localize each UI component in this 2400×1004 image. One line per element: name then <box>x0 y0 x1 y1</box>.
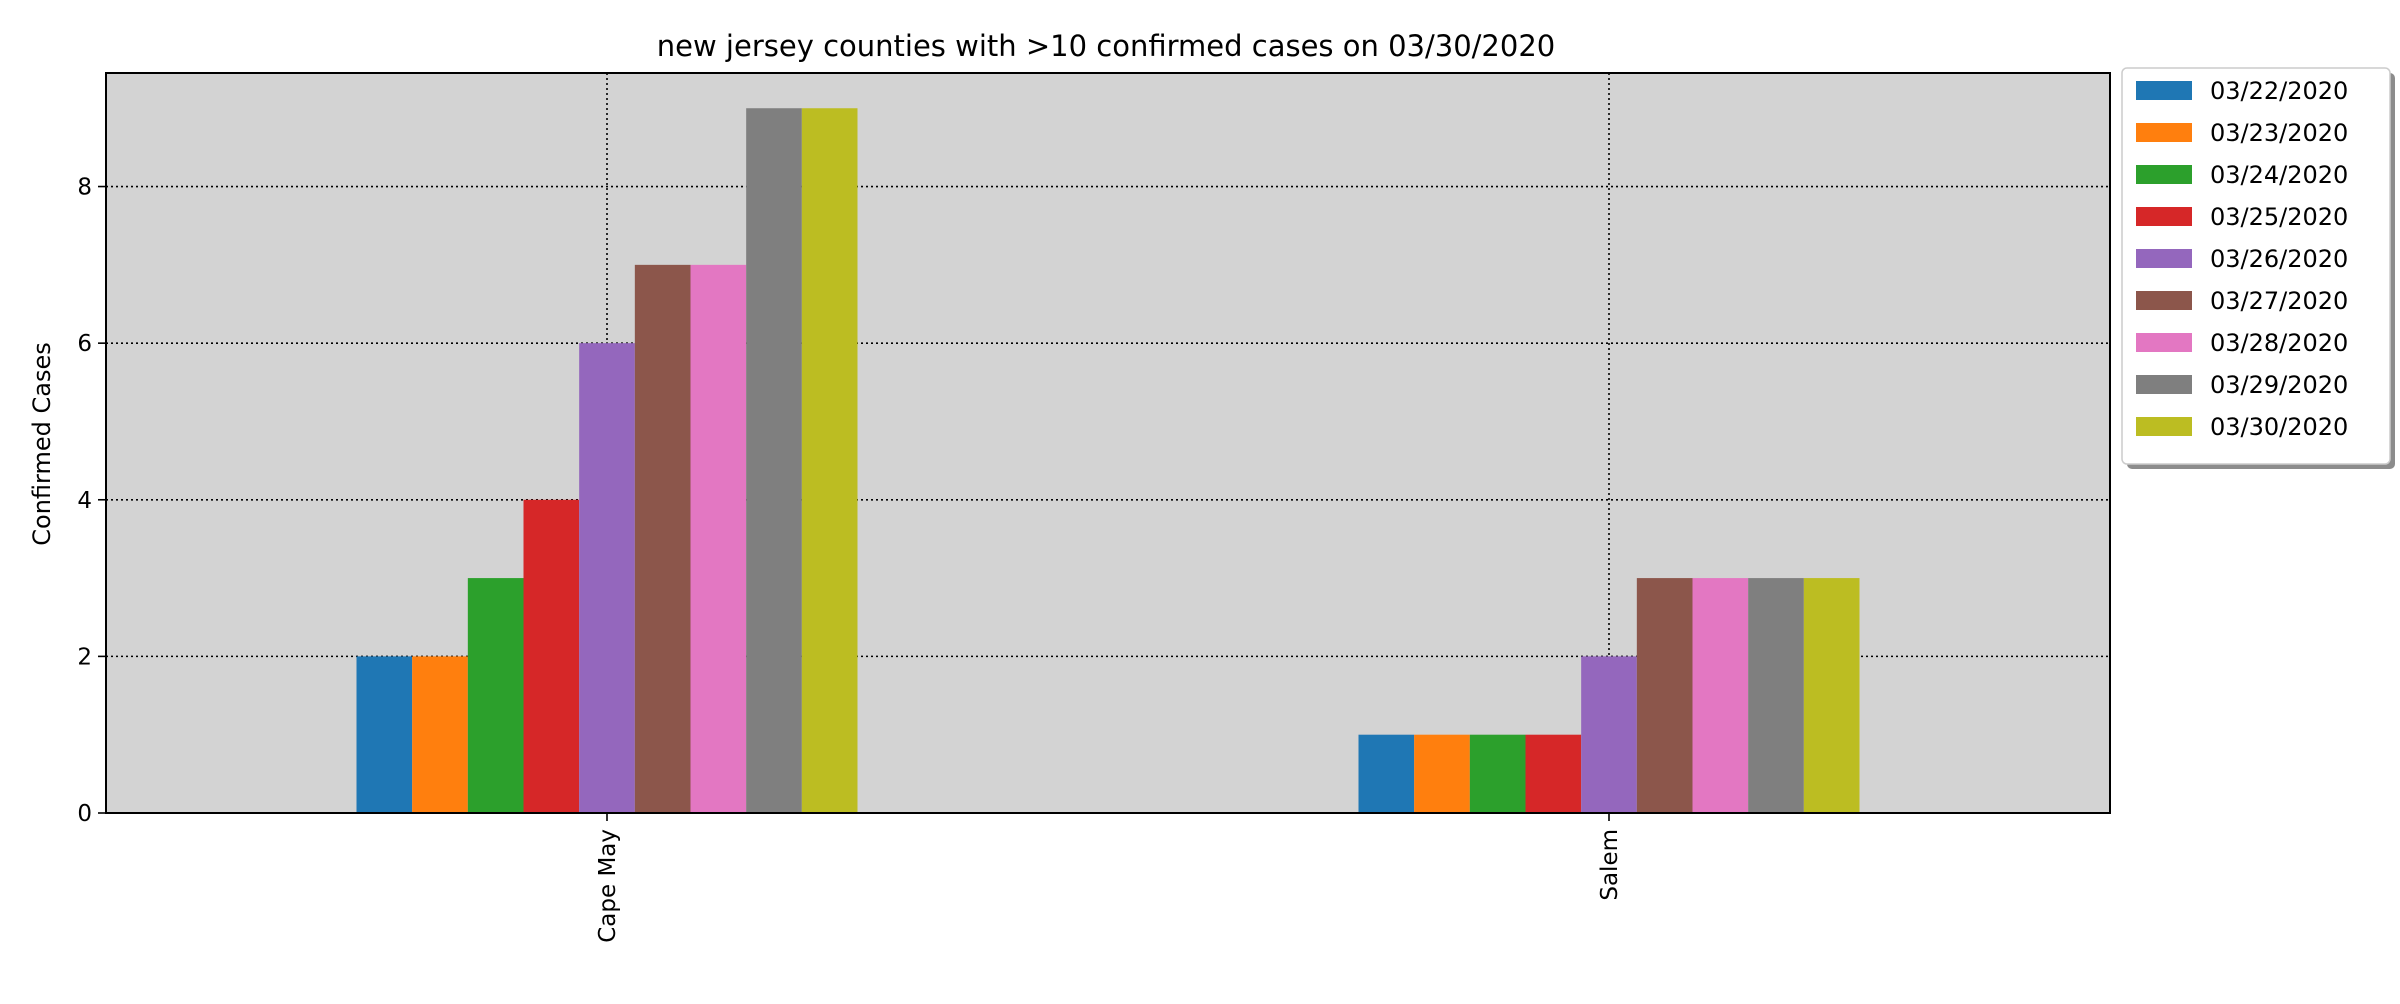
legend-swatch <box>2136 165 2192 184</box>
bar <box>1748 578 1804 813</box>
legend-label: 03/28/2020 <box>2210 329 2348 357</box>
legend-swatch <box>2136 81 2192 100</box>
bar <box>1358 734 1415 813</box>
y-tick-label: 0 <box>77 801 92 827</box>
legend-swatch <box>2136 333 2192 352</box>
y-tick-label: 4 <box>77 488 92 514</box>
legend-label: 03/22/2020 <box>2210 77 2348 105</box>
legend-swatch <box>2136 291 2192 310</box>
bar <box>356 656 413 813</box>
legend-swatch <box>2136 375 2192 394</box>
legend-label: 03/27/2020 <box>2210 287 2348 315</box>
y-tick-label: 2 <box>77 644 92 670</box>
y-tick-label: 8 <box>77 175 92 201</box>
bar <box>1803 578 1860 813</box>
legend-swatch <box>2136 417 2192 436</box>
x-tick-label: Cape May <box>595 829 621 943</box>
y-axis-label: Confirmed Cases <box>28 342 56 545</box>
legend-swatch <box>2136 207 2192 226</box>
bar <box>634 264 691 814</box>
legend-swatch <box>2136 249 2192 268</box>
bar <box>1469 734 1526 813</box>
y-tick-label: 6 <box>77 331 92 357</box>
bar <box>1525 734 1582 813</box>
plot-frame <box>105 72 2111 814</box>
bar <box>523 499 580 813</box>
legend: 03/22/2020 03/23/2020 03/24/2020 03/25/2020… <box>2121 67 2395 469</box>
legend-label: 03/23/2020 <box>2210 119 2348 147</box>
plot-area: 0 2 4 6 8 Cape May Salem <box>77 72 2111 943</box>
bar <box>1636 578 1693 813</box>
bar <box>579 343 635 813</box>
bar <box>1692 578 1749 813</box>
bar <box>690 264 747 814</box>
bar <box>467 578 524 813</box>
legend-label: 03/30/2020 <box>2210 413 2348 441</box>
bar <box>1414 734 1470 813</box>
chart-title: new jersey counties with >10 confirmed c… <box>657 29 1555 63</box>
legend-label: 03/24/2020 <box>2210 161 2348 189</box>
bar <box>746 108 802 813</box>
legend-label: 03/26/2020 <box>2210 245 2348 273</box>
legend-swatch <box>2136 123 2192 142</box>
x-tick-label: Salem <box>1597 829 1623 901</box>
bar <box>801 108 858 813</box>
legend-label: 03/29/2020 <box>2210 371 2348 399</box>
bar <box>1581 656 1637 813</box>
bar <box>412 656 468 813</box>
legend-label: 03/25/2020 <box>2210 203 2348 231</box>
